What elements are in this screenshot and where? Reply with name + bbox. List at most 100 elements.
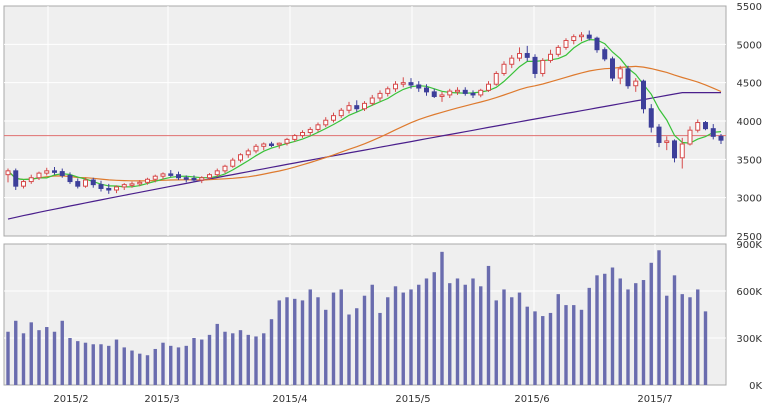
volume-bar <box>14 320 18 385</box>
candle <box>641 79 646 114</box>
volume-bar <box>455 278 460 385</box>
candle <box>261 142 267 151</box>
price-grid <box>4 6 726 236</box>
price-tick-label: 5500 <box>737 2 762 13</box>
price-tick-label: 4500 <box>737 79 762 90</box>
volume-bar <box>618 278 622 385</box>
volume-bar <box>308 289 312 385</box>
candle <box>672 139 677 163</box>
candle <box>493 71 499 86</box>
volume-tick-label: 0K <box>749 381 762 392</box>
volume-bar <box>548 312 553 385</box>
candle <box>75 178 81 189</box>
volume-bar <box>45 327 49 385</box>
volume-bar <box>486 265 491 385</box>
volume-bar <box>99 344 103 385</box>
x-tick-label: 2015/4 <box>272 394 307 405</box>
volume-bar <box>665 295 669 385</box>
price-panel: 2500 3000 3500 4000 4500 5000 5500 <box>3 2 762 243</box>
candle <box>276 142 282 149</box>
volume-bar <box>579 309 584 385</box>
candle <box>447 88 453 98</box>
candle <box>52 167 57 175</box>
volume-bar <box>29 322 33 385</box>
candle <box>13 168 19 190</box>
volume-bar <box>262 333 266 385</box>
volume-bar <box>517 292 522 385</box>
volume-bar <box>595 275 599 385</box>
candle <box>191 175 197 183</box>
candle <box>710 124 716 140</box>
volume-bar <box>277 300 281 385</box>
volume-bar <box>641 280 646 385</box>
volume-bar <box>378 312 382 385</box>
volume-bar <box>207 334 212 385</box>
candle <box>571 34 577 45</box>
volume-bar <box>657 250 661 385</box>
volume-bar <box>347 314 351 385</box>
candle <box>486 81 491 92</box>
candle <box>90 177 96 188</box>
candle <box>323 117 329 128</box>
candle <box>160 172 166 180</box>
volume-bar <box>161 342 165 385</box>
candle <box>21 180 26 189</box>
candle <box>470 90 476 98</box>
volume-bar <box>401 292 405 385</box>
candle <box>354 100 360 112</box>
candle <box>385 86 391 97</box>
volume-bar <box>680 294 684 385</box>
candle <box>106 183 112 194</box>
volume-bar <box>76 341 80 385</box>
candle <box>610 56 615 82</box>
candle <box>152 174 158 183</box>
price-tick-label: 2500 <box>737 232 762 243</box>
candle <box>648 104 654 133</box>
volume-bar <box>246 334 250 385</box>
candle <box>625 65 631 89</box>
candle <box>114 185 119 194</box>
volume-bar <box>525 306 529 385</box>
candle <box>687 126 693 146</box>
volume-bar <box>672 275 677 385</box>
price-tick-label: 3000 <box>737 194 762 205</box>
volume-bar <box>138 353 142 385</box>
volume-bar <box>696 289 700 385</box>
candle <box>176 171 181 181</box>
volume-bar <box>184 345 188 385</box>
volume-tick-label: 600K <box>736 287 762 298</box>
volume-bar <box>238 330 243 385</box>
candle <box>315 122 321 132</box>
candle <box>617 65 623 85</box>
candle <box>656 124 662 148</box>
candle <box>703 121 708 131</box>
candle <box>44 167 50 176</box>
candle <box>292 134 298 142</box>
candle <box>331 112 336 123</box>
volume-tick-label: 300K <box>736 334 762 345</box>
volume-bar <box>502 289 506 385</box>
volume-bar <box>688 297 692 385</box>
candle <box>362 101 367 112</box>
candle <box>579 32 584 42</box>
ma-long-line <box>7 91 721 220</box>
candle <box>679 137 685 169</box>
volume-bar <box>626 289 630 385</box>
candle <box>501 61 507 76</box>
volume-bar <box>269 319 274 385</box>
volume-bar <box>432 272 436 385</box>
volume-bar <box>510 297 514 385</box>
x-axis: 2015/2 2015/3 2015/4 2015/5 2015/6 2015/7 <box>53 394 672 405</box>
candle <box>214 168 220 177</box>
volume-bar <box>448 283 452 385</box>
volume-bar <box>494 300 498 385</box>
volume-bar <box>541 316 545 385</box>
volume-bar <box>231 333 235 385</box>
volume-bar <box>293 298 297 385</box>
candle <box>199 176 205 184</box>
volume-bar <box>440 251 444 385</box>
volume-bar <box>37 330 41 385</box>
volume-bar <box>471 278 475 385</box>
volume-panel: 0K 300K 600K 900K <box>3 240 762 392</box>
volume-bar <box>254 336 258 385</box>
